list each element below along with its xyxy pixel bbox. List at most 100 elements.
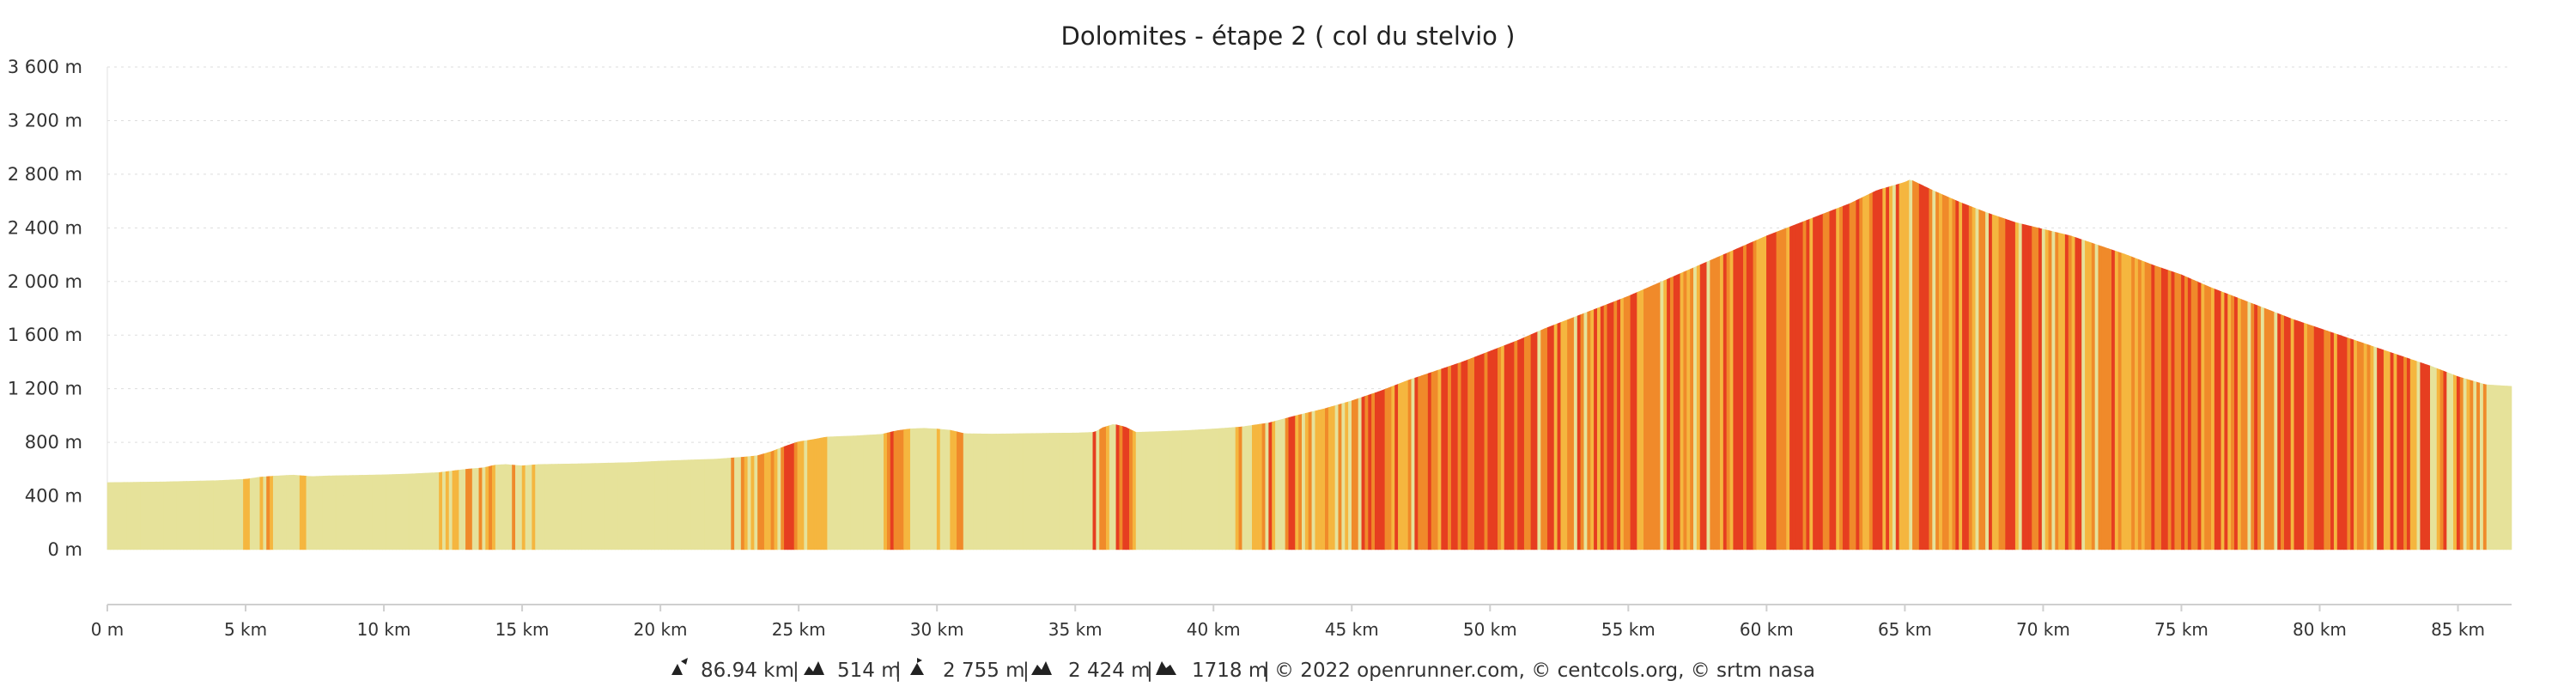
slope-segment (193, 480, 197, 550)
slope-segment (999, 433, 1004, 550)
x-tick-label: 10 km (357, 619, 411, 640)
slope-segment (286, 475, 290, 550)
slope-segment (2317, 327, 2322, 550)
slope-segment (110, 482, 115, 550)
slope-segment (591, 463, 596, 550)
slope-segment (2021, 223, 2026, 550)
slope-segment (1026, 433, 1030, 550)
slope-segment (684, 459, 689, 550)
slope-segment (558, 464, 562, 550)
slope-segment (1126, 427, 1130, 550)
slope-segment (973, 433, 977, 550)
slope-segment (873, 434, 878, 550)
slope-segment (1354, 398, 1359, 550)
slope-segment (933, 428, 938, 550)
slope-segment (605, 462, 609, 550)
slope-segment (840, 435, 845, 550)
slope-segment (2479, 382, 2484, 550)
slope-segment (1975, 208, 1980, 550)
slope-segment (1212, 428, 1217, 550)
slope-segment (1690, 267, 1694, 550)
slope-segment (2221, 291, 2225, 550)
slope-segment (1686, 269, 1691, 550)
slope-segment (1729, 250, 1735, 550)
slope-segment (936, 429, 941, 550)
slope-segment (1179, 430, 1183, 550)
slope-segment (661, 460, 665, 550)
slope-segment (1471, 356, 1475, 550)
slope-segment (1199, 429, 1203, 550)
slope-segment (1868, 192, 1874, 550)
slope-segment (1115, 424, 1121, 550)
slope-segment (1375, 391, 1379, 550)
slope-segment (2154, 265, 2159, 550)
slope-segment (1925, 186, 1930, 550)
slope-segment (2310, 325, 2315, 550)
separator: | (895, 660, 902, 682)
slope-segment (302, 475, 307, 550)
slope-segment (1603, 304, 1608, 550)
slope-segment (1238, 426, 1243, 550)
slope-segment (1255, 423, 1260, 550)
slope-segment (498, 464, 503, 550)
slope-segment (1912, 179, 1917, 550)
slope-segment (1069, 432, 1073, 550)
slope-segment (781, 446, 785, 550)
slope-segment (2201, 283, 2205, 550)
slope-segment (2041, 228, 2046, 550)
slope-segment (2231, 295, 2235, 550)
slope-segment (1318, 409, 1322, 550)
slope-segment (1693, 265, 1698, 550)
y-tick-label: 400 m (25, 486, 82, 507)
slope-segment (843, 435, 848, 550)
slope-segment (1985, 211, 1990, 550)
slope-segment (1394, 383, 1399, 550)
slope-segment (1311, 410, 1316, 550)
slope-segment (847, 435, 851, 550)
y-tick-label: 1 200 m (8, 379, 82, 399)
slope-segment (1046, 433, 1050, 550)
slope-segment (2148, 263, 2152, 550)
slope-segment (2293, 319, 2299, 550)
slope-segment (1510, 341, 1515, 550)
slope-segment (2128, 255, 2132, 550)
slope-segment (541, 464, 546, 550)
slope-segment (1832, 208, 1837, 550)
slope-segment (1215, 428, 1219, 550)
slope-segment (1139, 431, 1144, 550)
slope-segment (714, 459, 719, 550)
slope-segment (295, 475, 301, 550)
slope-segment (611, 462, 616, 550)
slope-segment (1740, 246, 1744, 550)
slope-segment (1023, 433, 1027, 550)
slope-segment (1667, 277, 1671, 550)
slope-segment (256, 477, 261, 550)
slope-segment (638, 461, 642, 550)
slope-segment (2174, 271, 2178, 550)
slope-segment (800, 441, 805, 550)
slope-segment (2436, 368, 2441, 550)
slope-segment (1105, 425, 1110, 550)
slope-segment (2190, 278, 2196, 550)
slope-segment (950, 429, 954, 550)
slope-segment (2354, 339, 2358, 550)
slope-segment (465, 468, 470, 550)
slope-segment (442, 471, 447, 550)
slope-segment (183, 481, 188, 550)
slope-segment (113, 482, 118, 550)
x-tick-label: 45 km (1325, 619, 1379, 640)
x-tick-label: 20 km (634, 619, 688, 640)
slope-segment (462, 469, 466, 550)
slope-segment (1188, 429, 1194, 550)
slope-segment (2251, 302, 2255, 550)
slope-segment (946, 429, 951, 550)
slope-segment (1766, 234, 1771, 550)
y-tick-label: 0 m (48, 539, 83, 560)
slope-segment (1135, 431, 1140, 550)
slope-segment (1792, 223, 1797, 550)
slope-segment (425, 472, 430, 550)
slope-segment (395, 473, 400, 550)
slope-segment (1298, 413, 1303, 550)
slope-segment (927, 428, 931, 550)
slope-segment (1706, 259, 1710, 550)
